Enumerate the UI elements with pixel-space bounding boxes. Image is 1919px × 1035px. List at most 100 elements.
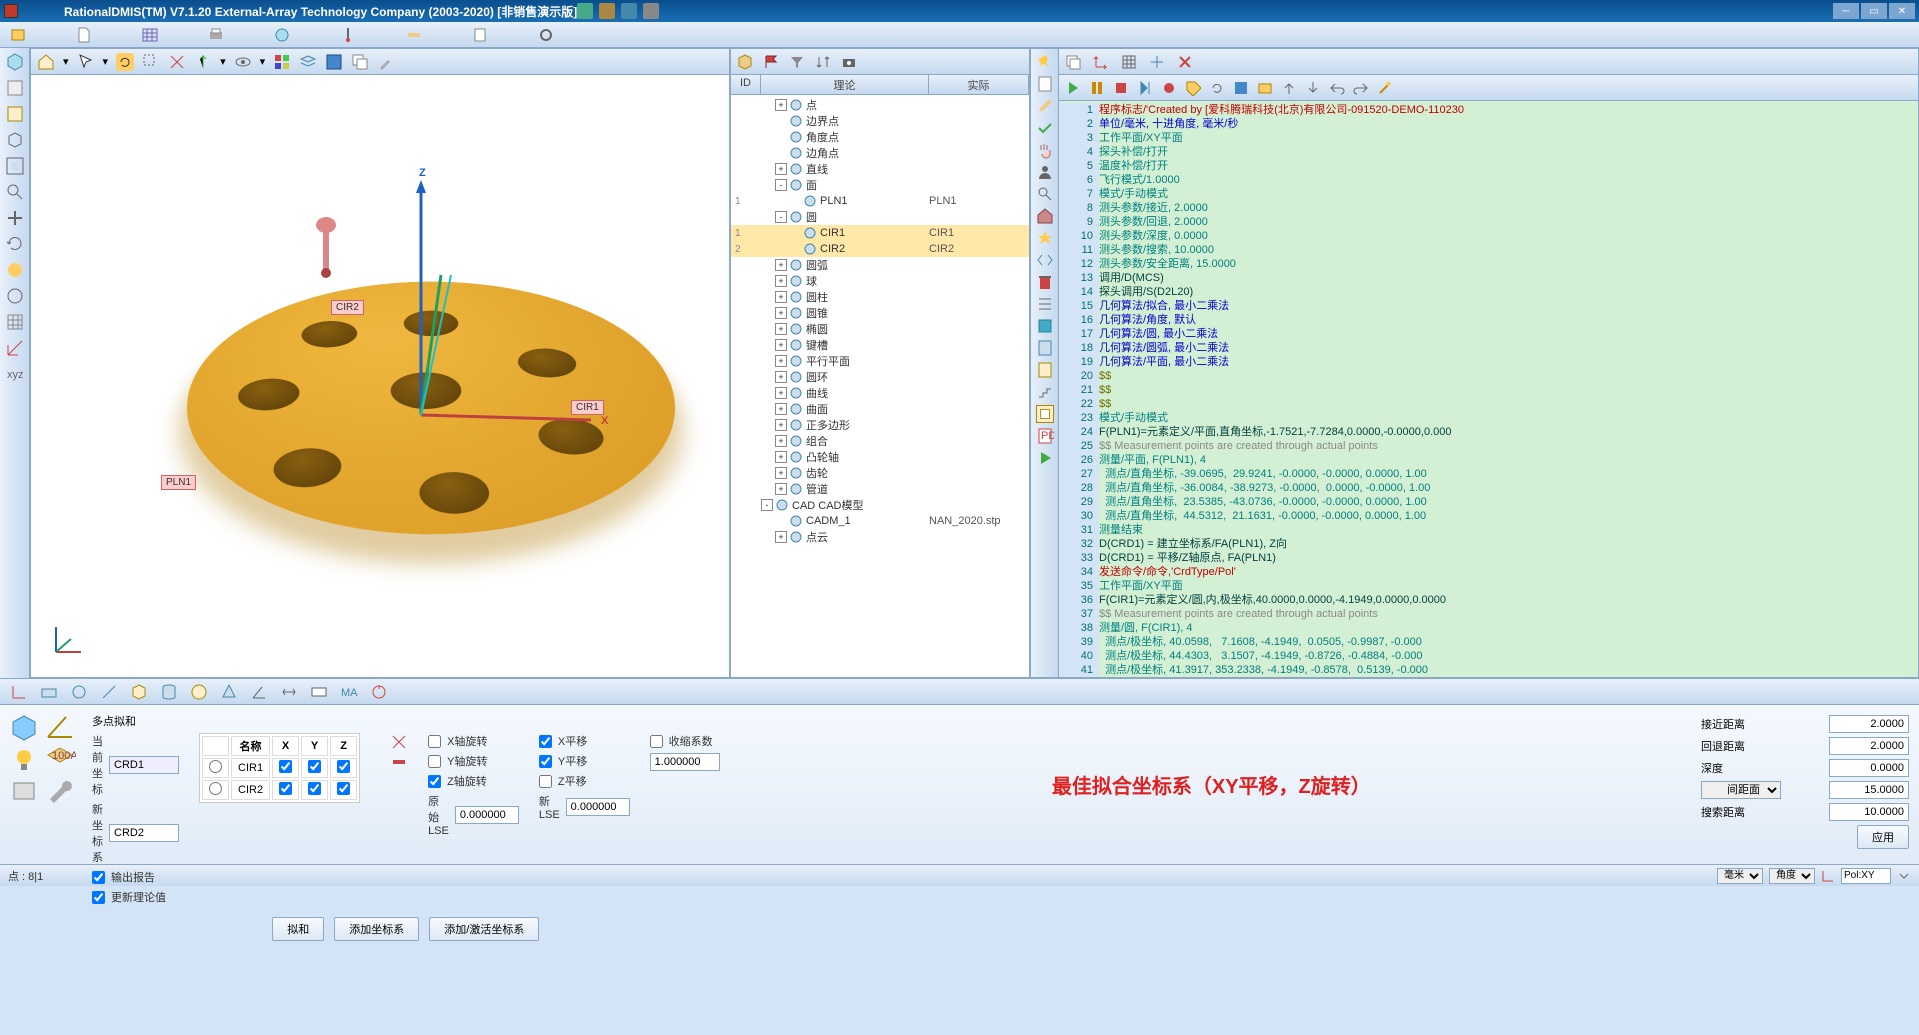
btn-undo-crd[interactable]: 添加/激活坐标系 (429, 917, 539, 941)
chk-yrot[interactable] (428, 755, 441, 768)
bs-angle-icon[interactable] (250, 683, 268, 701)
ch-up-icon[interactable] (1281, 80, 1297, 96)
ch-redo-icon[interactable] (1353, 80, 1369, 96)
code-line[interactable]: 1程序标志/'Created by [爱科腾瑞科技(北京)有限公司-091520… (1059, 103, 1918, 117)
expand-toggle[interactable]: + (775, 339, 787, 351)
approach-input[interactable] (1829, 715, 1909, 733)
expand-toggle[interactable]: + (775, 467, 787, 479)
tree-row[interactable]: +椭圆 (731, 321, 1029, 337)
cur-crd-input[interactable] (109, 756, 179, 774)
tree-row[interactable]: +点云 (731, 529, 1029, 545)
vp-refresh-icon[interactable] (116, 53, 134, 71)
expand-toggle[interactable]: + (775, 163, 787, 175)
ch-undo-icon[interactable] (1329, 80, 1345, 96)
ch-tag-icon[interactable] (1185, 80, 1201, 96)
bl-wrench-icon[interactable] (44, 777, 76, 805)
chk-ztrans[interactable] (539, 775, 552, 788)
code-line[interactable]: 8测头参数/接近, 2.0000 (1059, 201, 1918, 215)
vp-color-icon[interactable] (273, 53, 291, 71)
ch-loop-icon[interactable] (1209, 80, 1225, 96)
ch-run-icon[interactable] (1065, 80, 1081, 96)
tree-row[interactable]: 边角点 (731, 145, 1029, 161)
vp-layer-icon[interactable] (299, 53, 317, 71)
view-fit-icon[interactable] (5, 156, 25, 176)
code-line[interactable]: 38测量/圆, F(CIR1), 4 (1059, 621, 1918, 635)
vp-clear-icon[interactable] (168, 53, 186, 71)
tree-row[interactable]: +圆锥 (731, 305, 1029, 321)
grid-z-2[interactable] (337, 782, 350, 795)
code-line[interactable]: 29 测点/直角坐标, 23.5385, -43.0736, -0.0000, … (1059, 495, 1918, 509)
chk-update[interactable] (92, 891, 105, 904)
tree-row[interactable]: 边界点 (731, 113, 1029, 129)
view-pan-icon[interactable] (5, 208, 25, 228)
cb-home-icon[interactable] (1036, 207, 1054, 225)
grid-x-2[interactable] (279, 782, 292, 795)
bs-cone-icon[interactable] (220, 683, 238, 701)
code-line[interactable]: 4探头补偿/打开 (1059, 145, 1918, 159)
status-unit[interactable]: 毫米 (1717, 868, 1763, 884)
tree-row[interactable]: -CAD CAD模型 (731, 497, 1029, 513)
bl-tool-icon[interactable] (8, 777, 40, 805)
code-line[interactable]: 26测量/平面, F(PLN1), 4 (1059, 453, 1918, 467)
tree-row[interactable]: +球 (731, 273, 1029, 289)
vp-zoomwin-icon[interactable] (142, 53, 160, 71)
expand-toggle[interactable]: + (775, 387, 787, 399)
tree-row[interactable]: -圆 (731, 209, 1029, 225)
menu-view-icon[interactable] (274, 27, 290, 43)
view-rotate-icon[interactable] (5, 234, 25, 254)
view-front-icon[interactable] (5, 78, 25, 98)
expand-toggle[interactable]: + (775, 435, 787, 447)
code-line[interactable]: 22$$ (1059, 397, 1918, 411)
code-line[interactable]: 31测量结束 (1059, 523, 1918, 537)
code-editor[interactable]: 1程序标志/'Created by [爱科腾瑞科技(北京)有限公司-091520… (1059, 101, 1918, 677)
view-iso-icon[interactable] (5, 130, 25, 150)
cb-pin-icon[interactable] (1036, 53, 1054, 71)
tool-icon-1[interactable] (577, 3, 593, 19)
code-line[interactable]: 17几何算法/圆, 最小二乘法 (1059, 327, 1918, 341)
code-line[interactable]: 25$$ Measurement points are created thro… (1059, 439, 1918, 453)
tool-icon-2[interactable] (599, 3, 615, 19)
chk-scale[interactable] (650, 735, 663, 748)
tree-row[interactable]: +点 (731, 97, 1029, 113)
code-line[interactable]: 5温度补偿/打开 (1059, 159, 1918, 173)
status-pol[interactable] (1841, 868, 1891, 884)
cb-edit-icon[interactable] (1036, 97, 1054, 115)
expand-toggle[interactable]: + (775, 323, 787, 335)
cb-check-icon[interactable] (1036, 119, 1054, 137)
cb-sel-icon[interactable] (1036, 405, 1054, 423)
code-line[interactable]: 11测头参数/搜索, 10.0000 (1059, 243, 1918, 257)
vp-save-icon[interactable] (325, 53, 343, 71)
tree-row[interactable]: CADM_1NAN_2020.stp (731, 513, 1029, 529)
bs-line-icon[interactable] (100, 683, 118, 701)
expand-toggle[interactable]: + (775, 307, 787, 319)
code-line[interactable]: 12测头参数/安全距离, 15.0000 (1059, 257, 1918, 271)
tree-filter-icon[interactable] (789, 54, 805, 70)
depth-input[interactable] (1829, 759, 1909, 777)
bs-circle-icon[interactable] (70, 683, 88, 701)
btn-fit[interactable]: 拟和 (272, 917, 324, 941)
ch-bp-icon[interactable] (1161, 80, 1177, 96)
ch-open-icon[interactable] (1257, 80, 1273, 96)
cb-doc2-icon[interactable] (1036, 361, 1054, 379)
bs-map-icon[interactable]: MAP (340, 683, 358, 701)
view-top-icon[interactable] (5, 104, 25, 124)
bs-sphere-icon[interactable] (190, 683, 208, 701)
ch-save-icon[interactable] (1233, 80, 1249, 96)
bs-crd-icon[interactable] (10, 683, 28, 701)
code-line[interactable]: 13调用/D(MCS) (1059, 271, 1918, 285)
grid-z-1[interactable] (337, 760, 350, 773)
ct-axis-icon[interactable] (1149, 54, 1165, 70)
view-zoom-icon[interactable] (5, 182, 25, 202)
code-line[interactable]: 7模式/手动模式 (1059, 187, 1918, 201)
code-line[interactable]: 35工作平面/XY平面 (1059, 579, 1918, 593)
tree-row[interactable]: +平行平面 (731, 353, 1029, 369)
expand-toggle[interactable]: - (775, 211, 787, 223)
bl-cube-icon[interactable] (8, 713, 40, 741)
expand-toggle[interactable]: + (775, 99, 787, 111)
tree-row[interactable]: 1CIR1CIR1 (731, 225, 1029, 241)
code-line[interactable]: 18几何算法/圆弧, 最小二乘法 (1059, 341, 1918, 355)
bs-tol-icon[interactable] (310, 683, 328, 701)
tool-icon-3[interactable] (621, 3, 637, 19)
ch-wand-icon[interactable] (1377, 80, 1393, 96)
bl-light-icon[interactable] (8, 745, 40, 773)
